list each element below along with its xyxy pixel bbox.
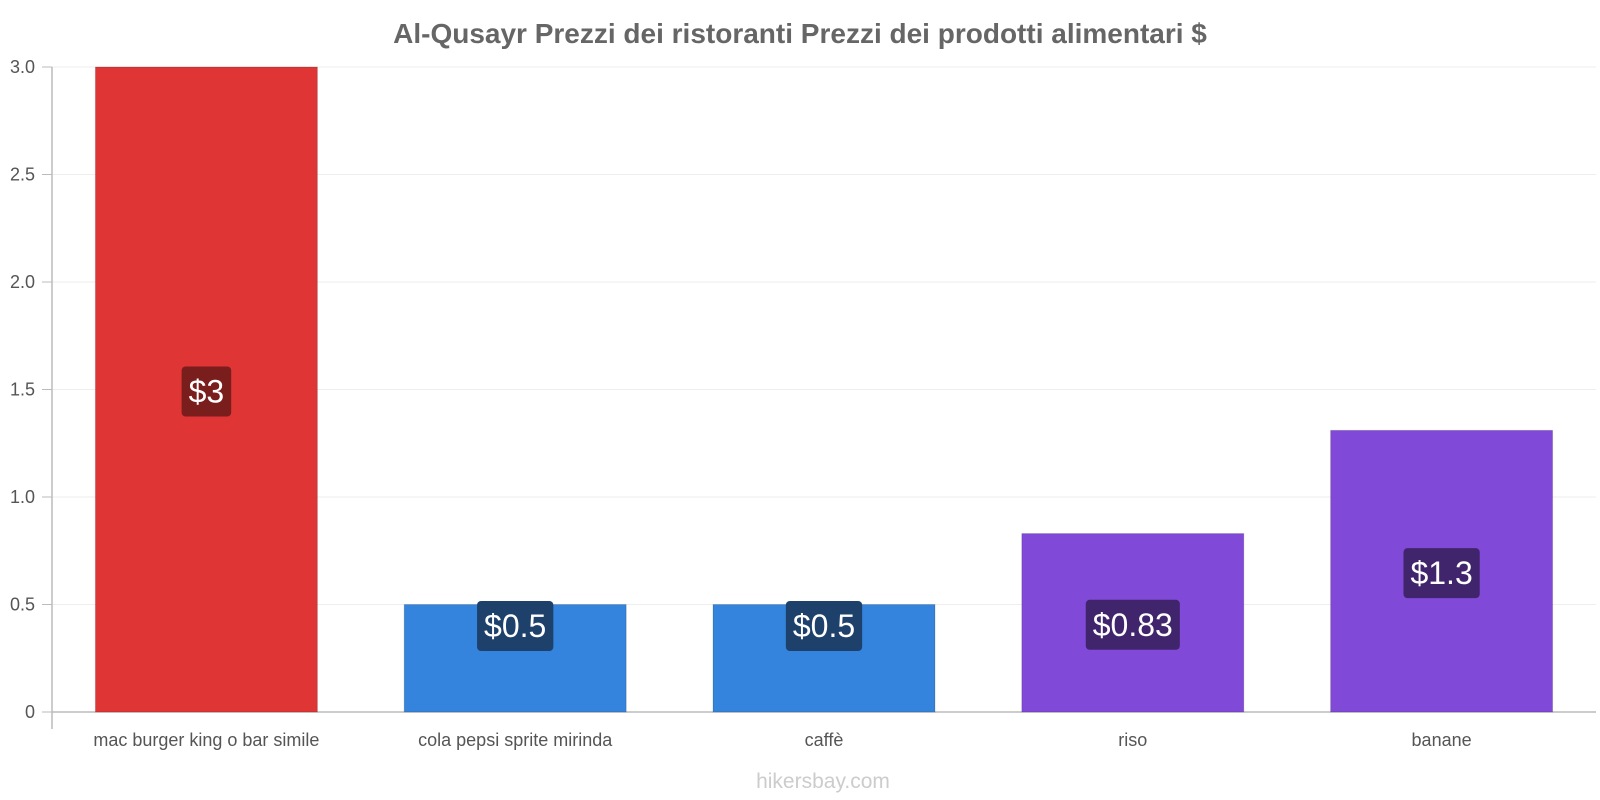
data-label: $3 — [181, 366, 232, 417]
data-label-bg — [1085, 599, 1180, 650]
x-tick-label: cola pepsi sprite mirinda — [418, 730, 613, 750]
data-label: $1.3 — [1403, 548, 1480, 599]
data-label-text: $0.5 — [793, 608, 855, 644]
data-label-bg — [477, 601, 554, 651]
data-label-text: $3 — [189, 374, 225, 410]
x-tick-label: riso — [1118, 730, 1147, 750]
watermark: hikersbay.com — [756, 770, 890, 793]
x-tick-label: mac burger king o bar simile — [93, 730, 319, 750]
y-tick-label: 2.0 — [10, 272, 35, 292]
x-tick-label: banane — [1412, 730, 1472, 750]
data-label: $0.5 — [477, 601, 554, 651]
y-tick-label: 0.5 — [10, 595, 35, 615]
data-label-bg — [1403, 548, 1480, 599]
data-label-bg — [785, 601, 863, 651]
y-tick-label: 2.5 — [10, 165, 35, 185]
data-label: $0.83 — [1085, 599, 1180, 650]
data-label: $0.5 — [785, 601, 863, 651]
chart-title: Al-Qusayr Prezzi dei ristoranti Prezzi d… — [393, 18, 1207, 49]
y-tick-label: 0 — [25, 702, 35, 722]
x-tick-label: caffè — [805, 730, 844, 750]
data-labels: $3 $0.5 $0.5 $0.83 $1.3 — [181, 366, 1480, 651]
bars — [94, 66, 1554, 713]
y-tick-label: 1.5 — [10, 380, 35, 400]
data-label-text: $0.83 — [1093, 607, 1173, 643]
data-label-text: $1.3 — [1410, 555, 1472, 591]
y-tick-label: 1.0 — [10, 487, 35, 507]
data-label-bg — [181, 366, 232, 417]
y-tick-label: 3.0 — [10, 57, 35, 77]
data-label-text: $0.5 — [484, 608, 546, 644]
